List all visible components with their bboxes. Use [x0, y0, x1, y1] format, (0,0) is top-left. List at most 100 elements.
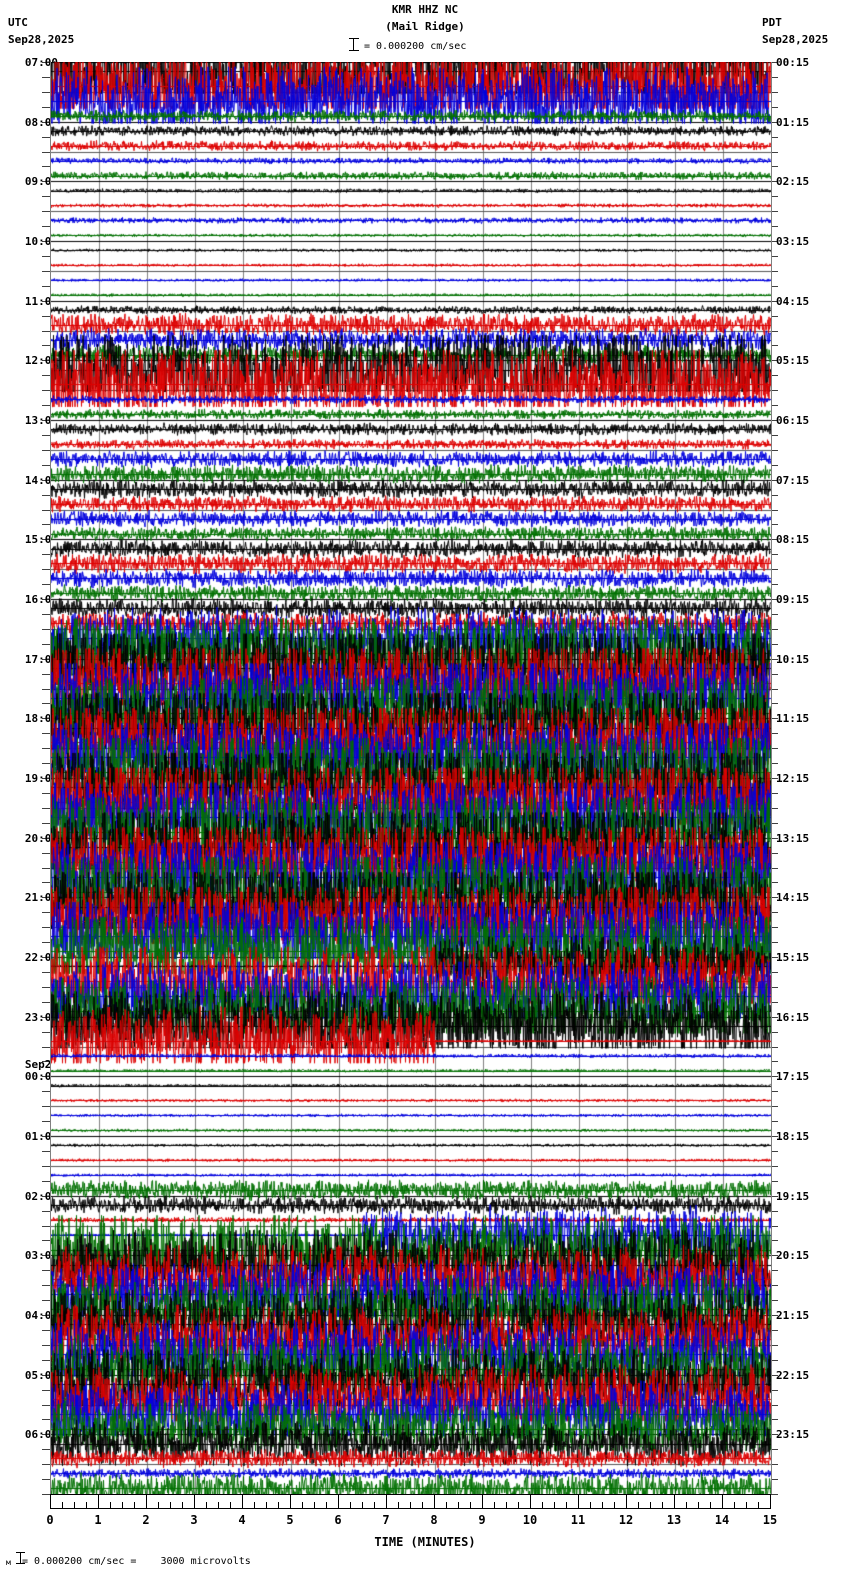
utc-hour-label: Sep29: [24, 1058, 58, 1072]
utc-hour-label: 08:00: [24, 115, 58, 129]
hour-tick-left: [42, 1434, 50, 1435]
x-tick-minor: [602, 1502, 603, 1509]
utc-hour-label: 21:00: [24, 891, 58, 905]
hour-tick-left: [42, 1106, 50, 1107]
pdt-hour-label: 03:15: [776, 235, 810, 248]
hour-tick-left: [42, 703, 50, 704]
pdt-hour-label: 06:15: [776, 414, 810, 427]
hour-tick-left: [42, 1151, 50, 1152]
x-tick-minor: [158, 1502, 159, 1509]
utc-hour-label: 04:00: [24, 1309, 58, 1322]
hour-tick-right: [770, 748, 778, 749]
hour-tick-left: [42, 1494, 50, 1495]
hour-tick-right: [770, 495, 778, 496]
hour-tick-right: [770, 957, 778, 958]
x-axis-line-top: [50, 1494, 771, 1495]
hour-tick-left: [42, 137, 50, 138]
hour-tick-left: [42, 211, 50, 212]
hour-tick-left: [42, 495, 50, 496]
x-tick-minor: [134, 1502, 135, 1509]
hour-tick-right: [770, 1061, 778, 1062]
x-tick-minor: [314, 1502, 315, 1509]
utc-hour-label: 05:00: [24, 1368, 58, 1382]
hour-tick-left: [42, 763, 50, 764]
hour-tick-left: [42, 360, 50, 361]
hour-tick-left: [42, 465, 50, 466]
hour-tick-left: [42, 1017, 50, 1018]
x-tick-minor: [362, 1502, 363, 1509]
x-tick-major: [770, 1494, 771, 1509]
hour-tick-left: [42, 823, 50, 824]
hour-tick-left: [42, 882, 50, 883]
x-tick-label: 5: [286, 1513, 294, 1527]
x-tick-minor: [614, 1502, 615, 1509]
hour-tick-left: [42, 1360, 50, 1361]
hour-tick-left: [42, 92, 50, 93]
hour-tick-right: [770, 152, 778, 153]
hour-tick-left: [42, 584, 50, 585]
hour-tick-right: [770, 316, 778, 317]
x-tick-major: [386, 1494, 387, 1509]
hour-tick-right: [770, 1390, 778, 1391]
hour-tick-left: [42, 912, 50, 913]
x-tick-minor: [734, 1502, 735, 1509]
hour-tick-right: [770, 629, 778, 630]
utc-hour-label: 00:00: [24, 1070, 58, 1084]
pdt-hour-label: 21:15: [776, 1309, 810, 1322]
hour-tick-left: [42, 420, 50, 421]
hour-tick-right: [770, 659, 778, 660]
x-tick-major: [242, 1494, 243, 1509]
x-tick-label: 9: [478, 1513, 486, 1527]
hour-tick-right: [770, 599, 778, 600]
utc-hour-label: 15:00: [24, 533, 58, 547]
utc-hour-label: 23:00: [24, 1010, 58, 1024]
x-tick-label: 4: [238, 1513, 246, 1527]
hour-tick-left: [42, 1449, 50, 1450]
hour-tick-right: [770, 584, 778, 585]
hour-tick-right: [770, 360, 778, 361]
x-tick-minor: [470, 1502, 471, 1509]
hour-tick-right: [770, 77, 778, 78]
hour-tick-right: [770, 823, 778, 824]
hour-tick-right: [770, 1315, 778, 1316]
hour-tick-left: [42, 152, 50, 153]
hour-tick-right: [770, 271, 778, 272]
hour-tick-left: [42, 510, 50, 511]
hour-tick-left: [42, 1405, 50, 1406]
hour-tick-left: [42, 450, 50, 451]
hour-tick-right: [770, 1449, 778, 1450]
station-title: KMR HHZ NC: [391, 3, 459, 16]
pdt-hour-label: 22:15: [776, 1368, 810, 1382]
x-tick-major: [434, 1494, 435, 1509]
hour-tick-left: [42, 793, 50, 794]
x-tick-minor: [638, 1502, 639, 1509]
hour-tick-left: [42, 569, 50, 570]
x-tick-minor: [302, 1502, 303, 1509]
hour-tick-right: [770, 644, 778, 645]
seismogram-plot[interactable]: [50, 62, 772, 1494]
hour-tick-right: [770, 435, 778, 436]
pdt-hour-label: 23:15: [776, 1428, 810, 1442]
pdt-hour-label: 01:15: [776, 115, 810, 129]
x-tick-minor: [398, 1502, 399, 1509]
hour-tick-right: [770, 137, 778, 138]
utc-hour-label: 02:00: [24, 1189, 58, 1203]
hour-tick-left: [42, 778, 50, 779]
hour-tick-right: [770, 480, 778, 481]
hour-tick-right: [770, 1091, 778, 1092]
hour-tick-right: [770, 301, 778, 302]
x-axis-title: TIME (MINUTES): [374, 1535, 476, 1549]
hour-tick-left: [42, 1226, 50, 1227]
hour-tick-right: [770, 256, 778, 257]
utc-hour-label: 19:00: [24, 772, 58, 785]
hour-tick-left: [42, 405, 50, 406]
hour-tick-right: [770, 510, 778, 511]
hour-tick-right: [770, 912, 778, 913]
x-tick-major: [194, 1494, 195, 1509]
hour-tick-right: [770, 1047, 778, 1048]
hour-tick-left: [42, 345, 50, 346]
scale-bar-icon: [349, 38, 359, 51]
hour-tick-left: [42, 733, 50, 734]
hour-tick-right: [770, 718, 778, 719]
x-tick-major: [482, 1494, 483, 1509]
